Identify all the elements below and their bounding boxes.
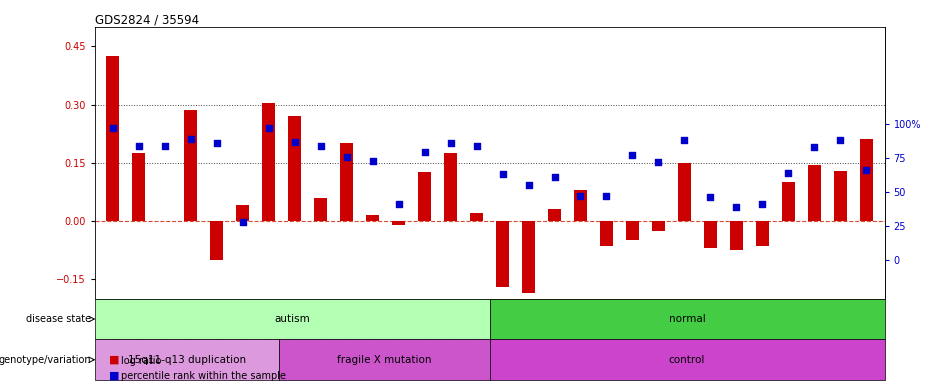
Bar (341, 143, 353, 221)
Bar (548, 209, 561, 221)
Point (703, 194, 718, 200)
Point (521, 182, 536, 188)
Bar (490, 299, 885, 339)
Point (184, 136, 199, 142)
Bar (95, 339, 279, 380)
Bar (600, 221, 613, 246)
Point (625, 152, 640, 158)
Bar (236, 205, 249, 221)
Point (105, 125, 120, 131)
Bar (366, 215, 379, 221)
Bar (756, 221, 769, 246)
Bar (132, 153, 146, 221)
Bar (496, 221, 509, 287)
Point (157, 142, 172, 149)
Bar (490, 339, 885, 380)
Bar (860, 139, 873, 221)
Point (391, 201, 406, 207)
Bar (262, 103, 275, 221)
Point (131, 142, 147, 149)
Text: normal: normal (669, 314, 706, 324)
Bar (833, 170, 847, 221)
Text: log ratio: log ratio (121, 356, 162, 366)
Bar (782, 182, 795, 221)
Text: disease state: disease state (26, 314, 91, 324)
Point (236, 219, 251, 225)
Point (599, 193, 614, 199)
Point (859, 167, 874, 173)
Bar (574, 190, 587, 221)
Point (832, 137, 848, 143)
Text: genotype/variation: genotype/variation (0, 355, 91, 365)
Text: percentile rank within the sample: percentile rank within the sample (121, 371, 286, 381)
Point (261, 125, 276, 131)
Bar (704, 221, 717, 248)
Point (339, 154, 354, 160)
Text: control: control (669, 355, 705, 365)
Point (573, 193, 588, 199)
Bar (626, 221, 639, 240)
Point (495, 171, 510, 177)
Bar (652, 221, 665, 231)
Bar (289, 116, 301, 221)
Point (547, 174, 562, 180)
Text: ■: ■ (109, 370, 119, 380)
Point (287, 139, 302, 145)
Point (780, 170, 796, 176)
Point (677, 137, 692, 143)
Bar (470, 213, 483, 221)
Bar (418, 172, 431, 221)
Bar (392, 221, 405, 225)
Point (313, 142, 328, 149)
Point (417, 149, 432, 156)
Bar (730, 221, 743, 250)
Bar (279, 339, 490, 380)
Bar (678, 163, 691, 221)
Bar (444, 153, 457, 221)
Point (469, 142, 484, 149)
Text: ■: ■ (109, 355, 119, 365)
Point (365, 157, 380, 164)
Point (209, 140, 224, 146)
Bar (184, 110, 197, 221)
Point (755, 201, 770, 207)
Point (443, 140, 458, 146)
Bar (314, 198, 327, 221)
Bar (95, 299, 490, 339)
Bar (808, 165, 821, 221)
Text: 15q11-q13 duplication: 15q11-q13 duplication (128, 355, 246, 365)
Point (807, 144, 822, 150)
Point (728, 204, 744, 210)
Text: autism: autism (274, 314, 310, 324)
Point (651, 159, 666, 165)
Bar (522, 221, 535, 293)
Text: fragile X mutation: fragile X mutation (337, 355, 431, 365)
Bar (106, 56, 119, 221)
Text: GDS2824 / 35594: GDS2824 / 35594 (95, 14, 199, 27)
Bar (210, 221, 223, 260)
